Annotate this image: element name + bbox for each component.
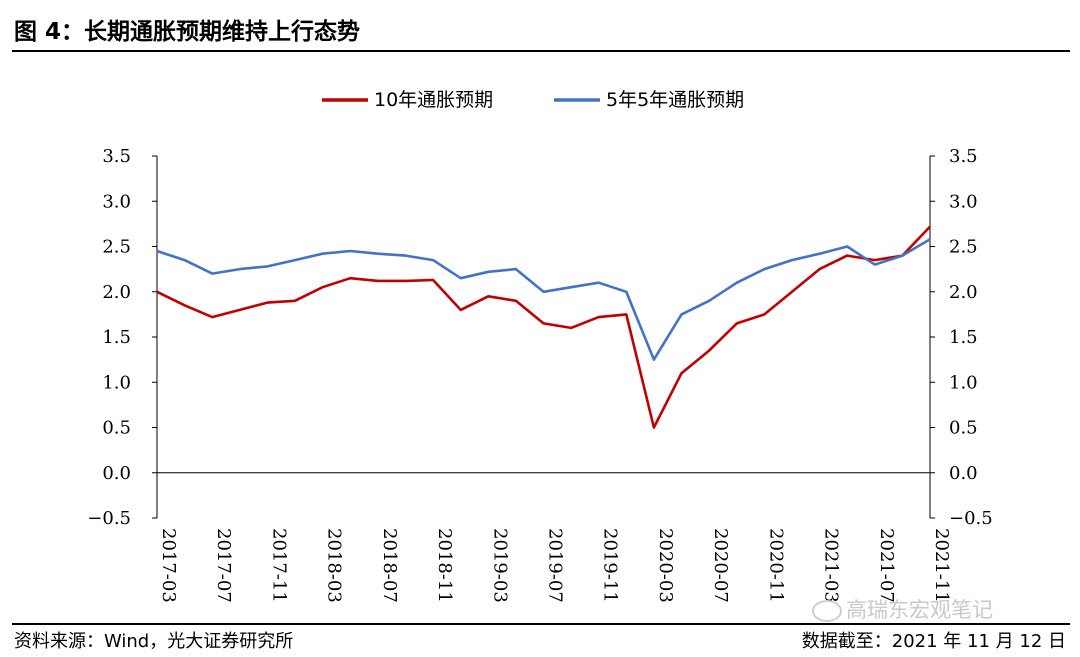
- axes-layer: 3.5 3.5 3.0 3.0 2.5 2.5 2.0 2.0 1.5 1.5 1.0 1.0 0.5 0…: [87, 146, 992, 603]
- legend: 10年通胀预期 5年5年通胀预期: [322, 89, 744, 111]
- legend-label-5y5y: 5年5年通胀预期: [606, 89, 744, 111]
- x-tick-label: 2017-03: [158, 528, 179, 603]
- y-tick-label-left: 0.5: [102, 418, 131, 439]
- source-note: 资料来源：Wind，光大证券研究所: [14, 631, 294, 652]
- x-tick-label: 2021-07: [876, 528, 897, 603]
- x-tick-label: 2020-03: [655, 528, 676, 603]
- x-tick-label: 2018-03: [324, 528, 345, 603]
- y-tick-label-right: 3.5: [949, 146, 978, 167]
- y-tick-label-left: 1.5: [102, 327, 131, 348]
- x-tick-label: 2020-07: [710, 528, 731, 603]
- series-line-10y: [156, 225, 931, 429]
- y-tick-label-left: 2.0: [102, 282, 131, 303]
- series-layer: [156, 225, 931, 429]
- y-tick-label-right: 1.0: [949, 372, 978, 393]
- legend-label-10y: 10年通胀预期: [374, 89, 493, 111]
- x-tick-label: 2017-07: [213, 528, 234, 603]
- y-tick-label-right: 0.0: [949, 463, 978, 484]
- x-tick-label: 2021-11: [931, 528, 952, 603]
- y-tick-label-right: −0.5: [949, 508, 993, 529]
- x-tick-label: 2019-03: [489, 528, 510, 603]
- x-tick-label: 2020-11: [765, 528, 786, 603]
- x-tick-label: 2018-07: [379, 528, 400, 603]
- y-tick-label-left: −0.5: [87, 508, 131, 529]
- x-tick-label: 2019-07: [545, 528, 566, 603]
- y-tick-label-right: 2.0: [949, 282, 978, 303]
- y-tick-label-left: 2.5: [102, 237, 131, 258]
- y-tick-label-right: 2.5: [949, 237, 978, 258]
- watermark-text: 高瑞东宏观笔记: [846, 598, 993, 622]
- y-tick-label-left: 1.0: [102, 372, 131, 393]
- x-tick-label: 2018-11: [434, 528, 455, 603]
- line-chart: 3.5 3.5 3.0 3.0 2.5 2.5 2.0 2.0 1.5 1.5 1.0 1.0 0.5 0…: [87, 89, 992, 603]
- data-date-note: 数据截至：2021 年 11 月 12 日: [801, 631, 1066, 652]
- x-tick-label: 2021-03: [821, 528, 842, 603]
- series-line-5y5y: [156, 238, 931, 361]
- y-tick-label-right: 0.5: [949, 418, 978, 439]
- figure-title: 图 4：长期通胀预期维持上行态势: [14, 19, 361, 45]
- y-tick-label-left: 3.0: [102, 191, 131, 212]
- footer-rule: [12, 623, 1070, 625]
- y-tick-label-right: 1.5: [949, 327, 978, 348]
- y-tick-label-left: 0.0: [102, 463, 131, 484]
- wechat-icon: [812, 600, 842, 622]
- x-tick-label: 2017-11: [268, 528, 289, 603]
- y-tick-label-right: 3.0: [949, 191, 978, 212]
- watermark: 高瑞东宏观笔记: [812, 594, 993, 624]
- y-tick-label-left: 3.5: [102, 146, 131, 167]
- x-tick-label: 2019-11: [600, 528, 621, 603]
- title-rule: [12, 50, 1070, 52]
